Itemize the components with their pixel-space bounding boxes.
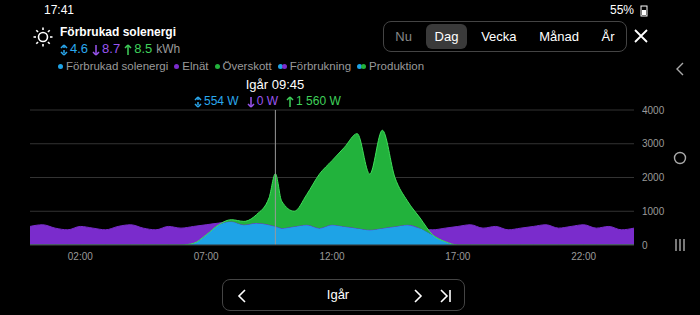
html-text:Produktion: Produktion (369, 60, 425, 72)
html-text:Förbrukad solenergi: Förbrukad solenergi (60, 25, 176, 39)
html-text:8.7: 8.7 (102, 41, 121, 56)
html-text:Dag: Dag (434, 29, 459, 44)
html-text:1 560 W: 1 560 W (296, 94, 341, 108)
svg-text:1000: 1000 (642, 206, 665, 217)
html-text:Förbrukad solenergi: Förbrukad solenergi (66, 60, 169, 72)
svg-text:3000: 3000 (642, 138, 665, 149)
html-text:554 W: 554 W (204, 94, 239, 108)
html-text:8.5 kWh: 8.5 kWh (134, 41, 181, 56)
html-text:Förbrukning: Förbrukning (289, 60, 352, 72)
svg-text:02:00: 02:00 (68, 251, 93, 262)
html-text:År: År (601, 29, 615, 44)
svg-text:07:00: 07:00 (194, 251, 219, 262)
html-text:Igår: Igår (326, 287, 350, 302)
html-text:Nu: Nu (395, 29, 412, 44)
html-text:4.6: 4.6 (70, 41, 89, 56)
svg-text:0: 0 (642, 240, 648, 251)
html-text:Överskott: Överskott (222, 60, 272, 72)
html-text:55%: 55% (610, 3, 634, 17)
html-text:Vecka: Vecka (481, 29, 517, 44)
html-text:17:41: 17:41 (44, 3, 74, 17)
svg-text:12:00: 12:00 (319, 251, 344, 262)
html-text:Elnät: Elnät (182, 60, 209, 72)
html-text:0 W: 0 W (256, 94, 278, 108)
svg-text:17:00: 17:00 (445, 251, 470, 262)
html-text:Månad: Månad (539, 29, 579, 44)
svg-text:2000: 2000 (642, 172, 665, 183)
html-text:Igår 09:45: Igår 09:45 (245, 77, 305, 92)
svg-text:22:00: 22:00 (571, 251, 596, 262)
svg-text:4000: 4000 (642, 105, 665, 116)
